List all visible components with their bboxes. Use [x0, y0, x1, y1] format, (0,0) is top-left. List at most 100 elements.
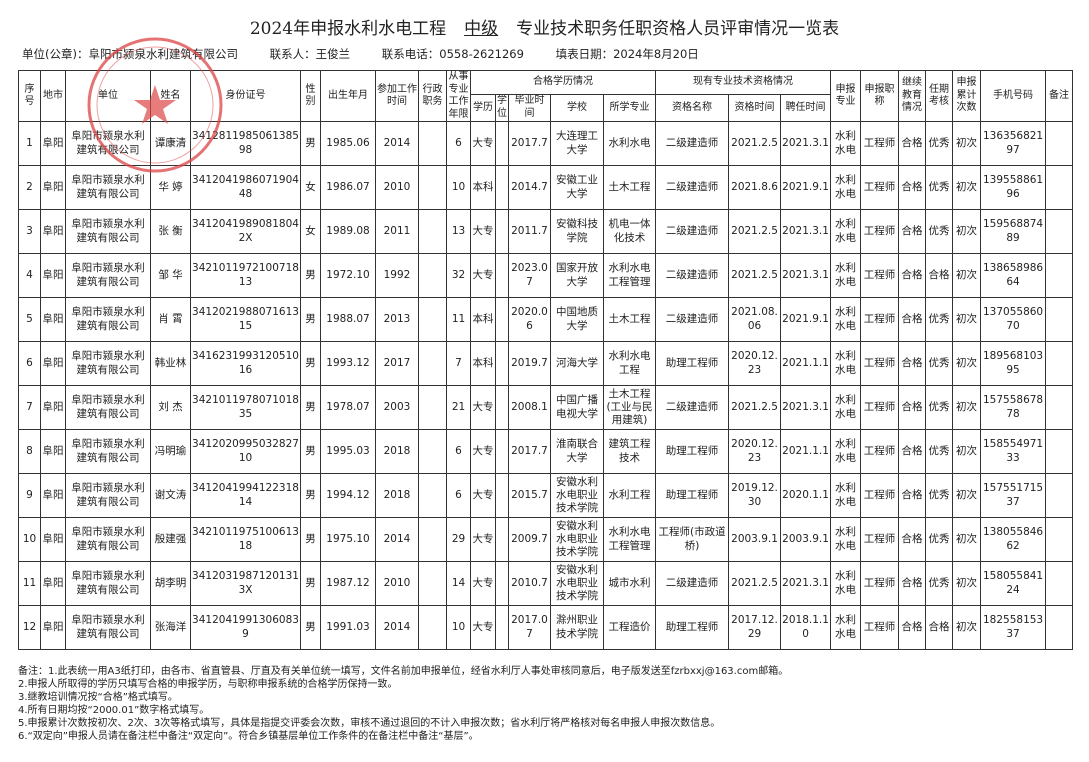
column-header: 申报累计次数 — [952, 70, 982, 122]
column-header: 任期考核 — [925, 70, 954, 122]
table-cell: 2018.1.10 — [780, 605, 832, 650]
table-cell: 6 — [446, 429, 471, 474]
table-cell: 9 — [18, 473, 41, 518]
table-cell: 342101197210071813 — [190, 253, 301, 298]
table-cell: 2017.7 — [508, 121, 551, 166]
column-header: 身份证号 — [190, 70, 301, 122]
table-cell: 2 — [18, 165, 41, 210]
table-cell: 2021.2.5 — [728, 253, 782, 298]
title-suffix: 专业技术职务任职资格人员评审情况一览表 — [516, 19, 840, 39]
table-cell: 河海大学 — [550, 341, 604, 386]
table-cell: 2018 — [375, 473, 419, 518]
column-header: 学位 — [495, 93, 509, 123]
table-cell: 安徽科技学院 — [550, 209, 604, 254]
notes: 备注：1.此表统一用A3纸打印，由各市、省直管县、厅直及有关单位统一填写，文件名… — [18, 665, 1078, 743]
table-cell: 15855497133 — [980, 429, 1047, 474]
table-cell: 男 — [300, 121, 321, 166]
table-cell: 阜阳 — [40, 253, 66, 298]
table-cell: 工程师 — [860, 385, 900, 430]
column-header: 资格时间 — [728, 93, 782, 123]
table-cell: 1991.03 — [320, 605, 376, 650]
table-cell: 12 — [18, 605, 41, 650]
table-cell: 2003 — [375, 385, 419, 430]
table-cell: 男 — [300, 605, 321, 650]
table-cell: 工程师 — [860, 429, 900, 474]
table-cell: 2003.9.1 — [728, 517, 782, 562]
table-cell: 11 — [446, 297, 471, 342]
table-cell: 13805584662 — [980, 517, 1047, 562]
table-cell: 2019.7 — [508, 341, 551, 386]
table-cell: 大专 — [470, 429, 496, 474]
table-cell: 大专 — [470, 605, 496, 650]
table-cell: 阜阳市颍泉水利建筑有限公司 — [65, 209, 151, 254]
table-cell: 助理工程师 — [655, 341, 730, 386]
table-cell: 2014 — [375, 121, 419, 166]
table-cell: 二级建造师 — [655, 297, 730, 342]
table-cell: 初次 — [952, 165, 982, 210]
table-cell: 1985.06 — [320, 121, 376, 166]
table-cell: 合格 — [898, 561, 927, 606]
table-cell: 土木工程 — [602, 297, 657, 342]
table-cell: 水利水电 — [830, 297, 862, 342]
table-cell: 初次 — [952, 297, 982, 342]
table-cell: 张 衡 — [150, 209, 191, 254]
table-cell: 水利水电工程管理 — [602, 517, 657, 562]
table-cell: 女 — [300, 209, 321, 254]
table-cell: 阜阳市颍泉水利建筑有限公司 — [65, 297, 151, 342]
table-cell: 2009.7 — [508, 517, 551, 562]
table-cell — [418, 341, 447, 386]
table-cell: 2021.3.1 — [780, 253, 832, 298]
table-cell — [495, 605, 509, 650]
table-cell: 阜阳 — [40, 121, 66, 166]
table-cell — [495, 517, 509, 562]
table-cell: 341202198807161315 — [190, 297, 301, 342]
table-cell: 大专 — [470, 209, 496, 254]
table-cell: 初次 — [952, 385, 982, 430]
table-cell: 合格 — [898, 297, 927, 342]
table-cell: 阜阳 — [40, 561, 66, 606]
table-cell: 4 — [18, 253, 41, 298]
table-cell: 合格 — [898, 341, 927, 386]
table-cell — [418, 209, 447, 254]
column-header: 参加工作时间 — [375, 70, 419, 122]
table-cell: 21 — [446, 385, 471, 430]
table-cell: 合格 — [898, 605, 927, 650]
table-cell: 10 — [18, 517, 41, 562]
table-cell: 2021.8.6 — [728, 165, 782, 210]
table-cell: 2021.9.1 — [780, 297, 832, 342]
table-cell — [1045, 209, 1074, 254]
contact-label: 联系人： — [269, 47, 316, 61]
table-cell: 工程师 — [860, 561, 900, 606]
date: 2024年8月20日 — [613, 47, 699, 61]
phone: 0558-2621269 — [439, 47, 524, 61]
table-cell: 1986.07 — [320, 165, 376, 210]
table-cell: 大专 — [470, 473, 496, 518]
table-cell: 中国广播电视大学 — [550, 385, 604, 430]
title-prefix: 2024年申报水利水电工程 — [249, 19, 447, 39]
table-cell: 二级建造师 — [655, 209, 730, 254]
table-cell: 18255815337 — [980, 605, 1047, 650]
table-cell: 水利水电 — [830, 385, 862, 430]
date-label: 填表日期： — [555, 47, 614, 61]
table-cell: 2020.1.1 — [780, 473, 832, 518]
table-cell: 水利水电 — [830, 209, 862, 254]
table-cell: 2011.7 — [508, 209, 551, 254]
table: 序号 地市 单位 姓名 身份证号 性别 出生年月 参加工作时间 行政职务 从事专业工作年限 合格学历… — [18, 70, 1074, 650]
table-cell: 助理工程师 — [655, 429, 730, 474]
note: 4.所有日期均按“2000.01”数字格式填写。 — [18, 705, 210, 716]
table-cell: 工程师 — [860, 297, 900, 342]
table-row: 5 阜阳 阜阳市颍泉水利建筑有限公司肖 霄 341202198807161315 男 19… — [18, 297, 1074, 342]
table-cell: 阜阳 — [40, 473, 66, 518]
table-cell: 优秀 — [925, 341, 954, 386]
table-cell — [1045, 165, 1074, 210]
table-cell: 13955886196 — [980, 165, 1047, 210]
table-cell: 342101197510061318 — [190, 517, 301, 562]
table-cell: 水利水电 — [830, 473, 862, 518]
column-header: 备注 — [1045, 70, 1074, 122]
table-cell: 建筑工程技术 — [602, 429, 657, 474]
table-cell: 工程师 — [860, 253, 900, 298]
table-cell: 工程师 — [860, 341, 900, 386]
table-cell: 优秀 — [925, 385, 954, 430]
table-cell: 水利水电 — [830, 341, 862, 386]
table-cell: 优秀 — [925, 165, 954, 210]
